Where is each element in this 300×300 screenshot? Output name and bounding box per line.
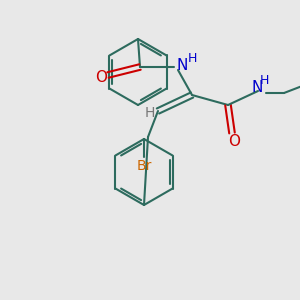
Text: H: H (188, 52, 197, 65)
Text: Br: Br (136, 159, 152, 173)
Text: N: N (177, 58, 188, 73)
Text: H: H (145, 106, 155, 120)
Text: N: N (251, 80, 263, 94)
Text: H: H (259, 74, 269, 86)
Text: O: O (228, 134, 240, 148)
Text: O: O (95, 70, 107, 86)
